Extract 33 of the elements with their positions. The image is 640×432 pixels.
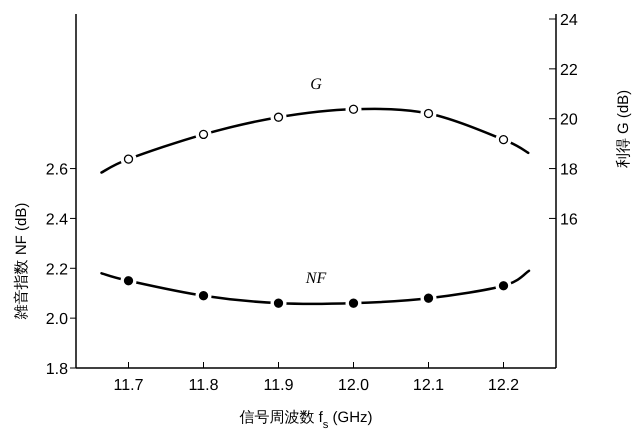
- y2-tick-label: 16: [560, 211, 578, 228]
- y-axis-title: 雑音指数 NF (dB): [13, 202, 30, 320]
- y-tick-label: 2.4: [46, 211, 68, 228]
- point: [348, 104, 358, 114]
- x-tick-label: 12.2: [488, 377, 520, 394]
- point: [498, 281, 508, 290]
- y2-tick-label: 24: [560, 12, 578, 29]
- x-tick-label: 12.0: [338, 377, 370, 394]
- point: [274, 112, 284, 122]
- point: [198, 130, 208, 140]
- point: [124, 154, 134, 164]
- x-tick-label: 12.1: [412, 377, 444, 394]
- point: [198, 291, 208, 300]
- series-label: NF: [304, 270, 326, 288]
- y-tick-label: 2.6: [46, 162, 68, 179]
- x-tick-label: 11.7: [114, 377, 144, 394]
- y-tick-label: 1.8: [46, 361, 68, 378]
- point: [124, 276, 134, 286]
- y2-axis-title: 利得 G (dB): [615, 90, 632, 168]
- point: [498, 134, 508, 144]
- x-tick-label: 11.9: [264, 377, 294, 394]
- point: [274, 298, 284, 308]
- y-tick-label: 2.0: [46, 311, 68, 328]
- series-label: G: [310, 76, 322, 94]
- y2-tick-label: 18: [560, 162, 578, 179]
- point: [424, 108, 434, 118]
- point: [424, 294, 434, 303]
- y2-tick-label: 22: [560, 62, 578, 79]
- y2-tick-label: 20: [560, 112, 578, 129]
- x-tick-label: 11.8: [188, 377, 219, 394]
- x-axis-title: 信号周波数 f$_{s}$ (GHz): [239, 409, 373, 431]
- y-tick-label: 2.2: [46, 261, 68, 278]
- point: [348, 298, 358, 308]
